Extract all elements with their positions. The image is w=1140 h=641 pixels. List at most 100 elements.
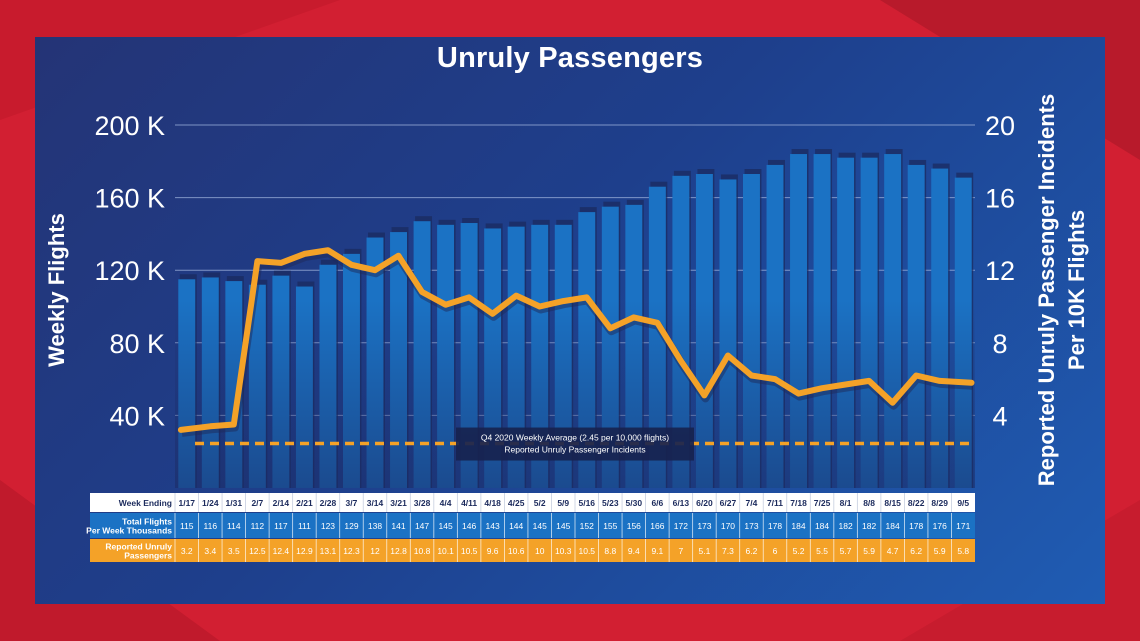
table-cell: 6/6 bbox=[651, 498, 663, 508]
series-line-shadow bbox=[181, 249, 973, 437]
table-cell: 184 bbox=[815, 521, 829, 531]
table-cell: 12.4 bbox=[273, 546, 290, 556]
table-cell: 145 bbox=[533, 521, 547, 531]
table-cell: 172 bbox=[674, 521, 688, 531]
table-cell: 173 bbox=[744, 521, 758, 531]
table-row-incidents bbox=[90, 539, 975, 562]
table-cell: 6.2 bbox=[910, 546, 922, 556]
table-cell: 4/25 bbox=[508, 498, 525, 508]
table-cell: 5.8 bbox=[957, 546, 969, 556]
table-cell: 115 bbox=[180, 521, 194, 531]
table-cell: 4.7 bbox=[887, 546, 899, 556]
table-cell: 6 bbox=[773, 546, 778, 556]
table-cell: 10.8 bbox=[414, 546, 431, 556]
table-cell: 12.8 bbox=[390, 546, 407, 556]
table-cell: 182 bbox=[838, 521, 852, 531]
y-tick-label-right: 12 bbox=[985, 256, 1015, 286]
table-row-label: Reported Unruly bbox=[105, 542, 172, 552]
table-cell: 144 bbox=[509, 521, 523, 531]
table-cell: 5.9 bbox=[863, 546, 875, 556]
table-cell: 182 bbox=[862, 521, 876, 531]
table-cell: 3/7 bbox=[346, 498, 358, 508]
table-row-week-ending bbox=[90, 493, 975, 512]
table-cell: 5/23 bbox=[602, 498, 619, 508]
table-cell: 8/8 bbox=[863, 498, 875, 508]
table-cell: 7/11 bbox=[767, 498, 783, 508]
table-cell: 9.6 bbox=[487, 546, 499, 556]
reference-label-line: Q4 2020 Weekly Average (2.45 per 10,000 … bbox=[481, 433, 669, 443]
table-cell: 1/31 bbox=[226, 498, 243, 508]
table-cell: 146 bbox=[462, 521, 476, 531]
table-cell: 2/28 bbox=[320, 498, 337, 508]
table-cell: 4/11 bbox=[461, 498, 477, 508]
table-cell: 129 bbox=[344, 521, 358, 531]
table-row-label: Passengers bbox=[124, 551, 172, 561]
table-cell: 3.5 bbox=[228, 546, 240, 556]
series-line bbox=[177, 247, 975, 433]
table-cell: 145 bbox=[438, 521, 452, 531]
table-cell: 2/14 bbox=[273, 498, 290, 508]
table-cell: 10.1 bbox=[437, 546, 454, 556]
table-row-label: Total Flights bbox=[122, 517, 172, 527]
y-tick-label-right: 20 bbox=[985, 111, 1015, 141]
table-cell: 5/9 bbox=[557, 498, 569, 508]
table-cell: 7/18 bbox=[790, 498, 807, 508]
table-cell: 6/27 bbox=[720, 498, 737, 508]
table-cell: 3.2 bbox=[181, 546, 193, 556]
table-cell: 145 bbox=[556, 521, 570, 531]
table-cell: 9.1 bbox=[651, 546, 663, 556]
table-cell: 2/21 bbox=[296, 498, 313, 508]
table-cell: 123 bbox=[321, 521, 335, 531]
table-cell: 166 bbox=[650, 521, 664, 531]
table-cell: 6.2 bbox=[746, 546, 758, 556]
table-cell: 178 bbox=[768, 521, 782, 531]
table-cell: 117 bbox=[274, 521, 288, 531]
table-cell: 184 bbox=[791, 521, 805, 531]
y-tick-label-right: 4 bbox=[992, 401, 1007, 431]
reference-label-line: Reported Unruly Passenger Incidents bbox=[504, 445, 645, 455]
table-cell: 152 bbox=[580, 521, 594, 531]
table-cell: 114 bbox=[227, 521, 241, 531]
table-cell: 111 bbox=[298, 521, 311, 531]
table-cell: 3/14 bbox=[367, 498, 384, 508]
table-cell: 3/21 bbox=[390, 498, 407, 508]
y-tick-label-left: 80 K bbox=[109, 329, 165, 359]
table-cell: 12.9 bbox=[296, 546, 313, 556]
table-cell: 5.9 bbox=[934, 546, 946, 556]
table-cell: 112 bbox=[251, 521, 265, 531]
table-cell: 8.8 bbox=[604, 546, 616, 556]
table-cell: 13.1 bbox=[320, 546, 337, 556]
table-cell: 1/17 bbox=[178, 498, 195, 508]
y-tick-label-left: 120 K bbox=[94, 256, 165, 286]
table-cell: 10.5 bbox=[461, 546, 478, 556]
table-cell: 7/25 bbox=[814, 498, 831, 508]
table-cell: 141 bbox=[391, 521, 405, 531]
table-cell: 5.7 bbox=[840, 546, 852, 556]
table-row-flights bbox=[90, 513, 975, 538]
table-cell: 9.4 bbox=[628, 546, 640, 556]
table-cell: 8/29 bbox=[931, 498, 948, 508]
y-tick-label-left: 160 K bbox=[94, 184, 165, 214]
table-row-label: Per Week Thousands bbox=[86, 526, 172, 536]
table-cell: 6/13 bbox=[673, 498, 690, 508]
table-cell: 170 bbox=[721, 521, 735, 531]
reference-label-box bbox=[456, 427, 694, 461]
table-cell: 5/2 bbox=[534, 498, 546, 508]
table-cell: 176 bbox=[933, 521, 947, 531]
table-cell: 10.6 bbox=[508, 546, 525, 556]
table-cell: 5.2 bbox=[793, 546, 805, 556]
table-cell: 116 bbox=[204, 521, 218, 531]
table-cell: 3/28 bbox=[414, 498, 431, 508]
table-cell: 184 bbox=[886, 521, 900, 531]
y-tick-label-right: 16 bbox=[985, 184, 1015, 214]
table-cell: 4/18 bbox=[484, 498, 501, 508]
table-cell: 12 bbox=[370, 546, 380, 556]
table-cell: 173 bbox=[697, 521, 711, 531]
table-cell: 6/20 bbox=[696, 498, 713, 508]
table-cell: 5.1 bbox=[698, 546, 710, 556]
table-cell: 2/7 bbox=[251, 498, 263, 508]
table-cell: 147 bbox=[415, 521, 429, 531]
table-cell: 155 bbox=[603, 521, 617, 531]
table-cell: 8/1 bbox=[840, 498, 852, 508]
y-tick-label-left: 40 K bbox=[109, 401, 165, 431]
